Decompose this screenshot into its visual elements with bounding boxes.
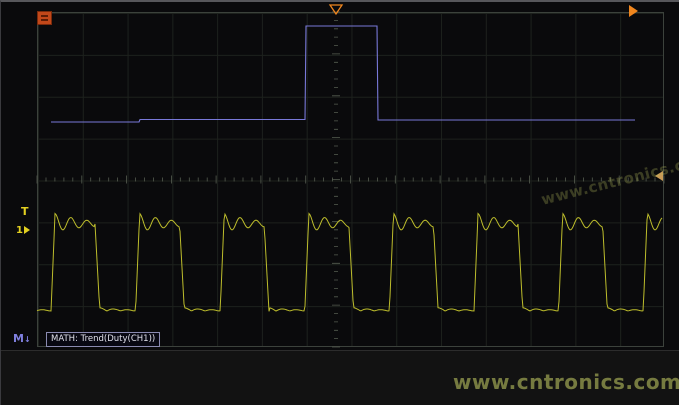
status-bar: ZLG® 1 FTA 10:1 1MΩ 1.00V/div Pos-1.68V … (1, 350, 679, 405)
trigger-level-marker[interactable]: T (21, 205, 29, 218)
math-trace-marker[interactable]: M↓ (13, 332, 31, 345)
math-trend-trace (51, 25, 635, 123)
waveform-display[interactable]: T 1 M↓ MATH: Trend(Duty(CH1)) www.cntron… (1, 2, 679, 350)
record-badge-icon[interactable] (37, 11, 52, 25)
down-arrow-icon: ↓ (23, 335, 31, 344)
ch1-ground-marker[interactable]: 1 (16, 226, 30, 236)
right-arrow-small-icon (23, 226, 30, 234)
ch1-trace (36, 212, 663, 312)
center-axis-ticks (36, 11, 665, 348)
math-expression-label[interactable]: MATH: Trend(Duty(CH1)) (46, 332, 161, 347)
waveform-canvas (36, 4, 665, 348)
right-arrow-icon[interactable] (629, 5, 638, 17)
trigger-position-marker-icon[interactable] (328, 4, 344, 16)
math-level-marker-icon[interactable] (655, 171, 663, 181)
